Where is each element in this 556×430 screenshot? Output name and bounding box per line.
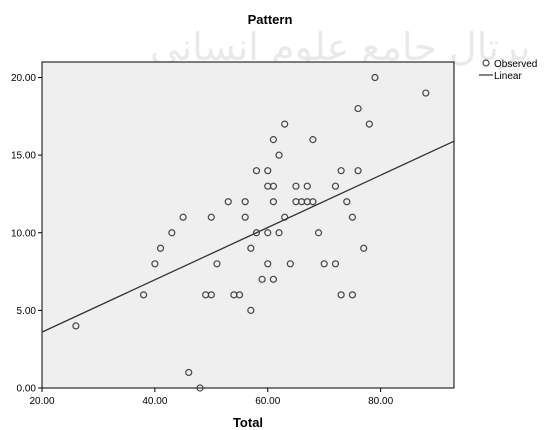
x-axis-label: Total <box>233 415 263 430</box>
data-point <box>354 167 362 175</box>
data-point <box>241 213 249 221</box>
linear-fit-line <box>41 140 455 333</box>
observed-points <box>72 73 430 392</box>
data-point <box>179 213 187 221</box>
data-point <box>309 136 317 144</box>
data-point <box>275 229 283 237</box>
linear-fit <box>41 140 455 333</box>
x-tick-label: 20.00 <box>29 396 54 407</box>
x-tick-label: 60.00 <box>255 396 280 407</box>
data-point <box>269 198 277 206</box>
data-point <box>348 213 357 221</box>
data-point <box>365 120 373 128</box>
data-point <box>269 182 277 190</box>
data-point <box>264 167 272 175</box>
data-point <box>354 104 362 113</box>
data-point <box>309 198 317 206</box>
data-point <box>303 182 311 190</box>
data-point <box>331 182 340 190</box>
data-point <box>241 198 249 206</box>
data-point <box>314 229 323 237</box>
data-point <box>331 260 340 268</box>
data-point <box>281 213 289 221</box>
legend: Observed Linear <box>479 59 537 82</box>
data-point <box>264 260 272 268</box>
legend-label-linear: Linear <box>494 71 522 82</box>
data-point <box>156 244 165 252</box>
data-point <box>286 260 294 268</box>
data-point <box>247 244 255 252</box>
y-tick-label: 15.00 <box>11 151 36 162</box>
data-point <box>348 291 357 299</box>
data-point <box>269 136 277 144</box>
chart-title: Pattern <box>248 12 293 27</box>
data-point <box>422 89 430 97</box>
data-point <box>207 291 215 299</box>
legend-label-observed: Observed <box>494 59 537 70</box>
y-tick-label: 0.00 <box>17 384 37 395</box>
x-tick-label: 80.00 <box>368 396 393 407</box>
y-tick-label: 20.00 <box>11 73 36 84</box>
plot-area <box>41 61 455 389</box>
data-point <box>252 229 261 237</box>
data-point <box>252 167 261 175</box>
data-point <box>320 260 328 268</box>
data-point <box>281 120 289 128</box>
data-point <box>269 275 277 283</box>
data-point <box>337 167 345 175</box>
data-point <box>371 73 379 82</box>
y-tick-label: 5.00 <box>17 306 37 317</box>
data-point <box>247 306 255 314</box>
x-tick-label: 40.00 <box>142 396 167 407</box>
data-point <box>337 291 345 299</box>
data-point <box>224 198 232 206</box>
y-tick-label: 10.00 <box>11 228 36 239</box>
data-point <box>235 291 244 299</box>
data-point <box>275 151 283 159</box>
data-point <box>196 384 204 392</box>
data-point <box>213 260 221 268</box>
data-point <box>72 322 80 330</box>
data-point <box>151 260 159 268</box>
data-point <box>360 244 368 252</box>
data-point <box>168 229 176 237</box>
y-axis: 0.00 5.00 10.00 15.00 20.00 <box>11 73 42 395</box>
data-point <box>139 291 148 299</box>
data-point <box>207 213 215 221</box>
data-point <box>185 368 193 377</box>
data-point <box>343 198 351 206</box>
data-point <box>258 275 266 283</box>
legend-marker-observed <box>482 59 490 67</box>
data-point <box>292 182 300 190</box>
data-point <box>264 229 272 237</box>
x-axis: 20.00 40.00 60.00 80.00 <box>29 388 394 407</box>
